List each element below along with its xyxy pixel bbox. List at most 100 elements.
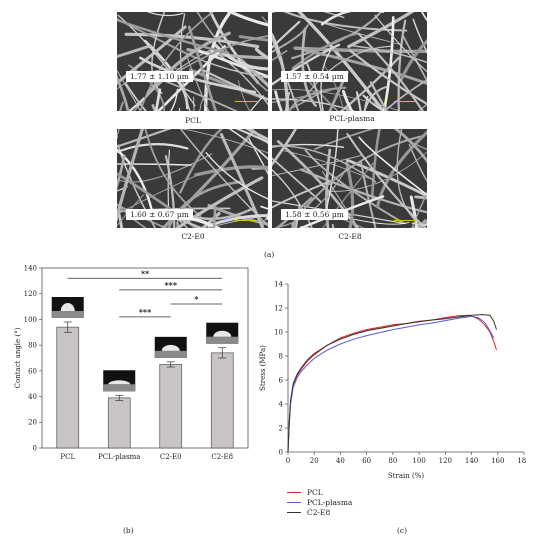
x-tick-label: PCL xyxy=(60,453,75,461)
fiber xyxy=(179,129,224,194)
x-tick-label: 40 xyxy=(336,457,345,465)
fiber xyxy=(144,129,202,217)
legend-label-pcl-plasma: PCL-plasma xyxy=(307,497,353,507)
fiber xyxy=(345,161,355,228)
fiber xyxy=(205,152,268,200)
fiber xyxy=(228,129,268,161)
fiber xyxy=(117,163,192,166)
fiber xyxy=(117,14,196,107)
fiber xyxy=(299,168,427,214)
panel-label-a: (a) xyxy=(264,250,275,259)
fiber xyxy=(322,171,360,228)
fiber xyxy=(128,64,166,111)
fiber xyxy=(180,129,268,154)
x-tick-label: C2-E8 xyxy=(211,453,233,461)
contact-angle-chart: 0 20 40 60 80 100 120 140 PCL PCL-plasma C2-E0 C2-E… xyxy=(14,264,249,461)
bar xyxy=(56,326,80,449)
droplet xyxy=(161,344,180,351)
fiber xyxy=(348,49,427,106)
fiber xyxy=(323,129,339,219)
fiber xyxy=(117,148,154,212)
fiber xyxy=(322,161,375,228)
legend-item-pcl-plasma: PCL-plasma xyxy=(287,497,352,507)
fiber xyxy=(320,12,385,26)
fiber xyxy=(357,32,424,111)
fiber xyxy=(124,82,147,111)
fiber xyxy=(274,90,283,111)
fiber xyxy=(383,78,427,111)
fiber xyxy=(323,12,345,19)
y-tick-label: 40 xyxy=(28,393,37,401)
x-tick-label: 140 xyxy=(465,457,478,465)
sem-caption-c2-e0: C2-E0 xyxy=(181,232,205,241)
fiber xyxy=(304,149,405,224)
sem-image-c2-e0: 1.60 ± 0.67 µm xyxy=(117,129,268,228)
significance-marker: *** xyxy=(139,307,152,317)
y-tick-label: 14 xyxy=(274,280,283,288)
fiber xyxy=(370,129,381,200)
scale-bar xyxy=(235,220,257,221)
droplet-substrate xyxy=(51,311,84,318)
plot-frame xyxy=(41,267,249,449)
fiber xyxy=(117,194,144,227)
droplet-substrate xyxy=(154,350,187,358)
sem-image-c2-e8: 1.58 ± 0.56 µm xyxy=(272,129,427,228)
x-tick-label: 100 xyxy=(412,457,425,465)
fiber xyxy=(117,154,126,191)
fiber xyxy=(117,44,152,58)
series-line-pcl xyxy=(287,314,497,453)
y-tick-label: 20 xyxy=(28,419,37,427)
fiber xyxy=(117,144,157,228)
legend-label-pcl: PCL xyxy=(307,487,323,497)
fiber xyxy=(117,74,130,111)
y-tick-label: 0 xyxy=(33,444,37,452)
fiber xyxy=(179,129,268,227)
fiber xyxy=(237,80,251,111)
significance-marker: ** xyxy=(141,268,150,278)
fiber xyxy=(219,133,265,228)
fiber xyxy=(272,20,301,49)
x-tick-label: C2-E0 xyxy=(160,453,182,461)
fiber xyxy=(272,154,364,177)
fiber xyxy=(297,12,386,111)
fiber xyxy=(187,25,218,111)
fiber xyxy=(399,38,427,82)
y-tick-label: 140 xyxy=(24,264,37,272)
fiber xyxy=(355,91,362,111)
x-tick-label: 60 xyxy=(362,457,371,465)
fiber xyxy=(146,12,184,17)
fiber xyxy=(199,83,212,111)
fiber xyxy=(254,47,268,60)
y-tick-label: 2 xyxy=(279,424,283,432)
fiber xyxy=(345,158,427,198)
stress-strain-chart: 02468101214020406080100120140160180Strai… xyxy=(259,280,526,480)
fiber xyxy=(185,52,210,111)
scale-bar xyxy=(394,220,416,221)
fiber xyxy=(117,18,228,55)
x-tick-label: 80 xyxy=(388,457,397,465)
fiber xyxy=(275,196,313,228)
fiber xyxy=(154,88,162,111)
y-tick-label: 6 xyxy=(279,376,284,384)
bar xyxy=(159,364,183,449)
scale-bar xyxy=(235,101,257,102)
panel-label-c: (c) xyxy=(397,526,408,535)
fiber xyxy=(272,12,276,14)
fiber xyxy=(397,19,407,111)
x-tick-label: 180 xyxy=(517,457,526,465)
fiber xyxy=(347,12,415,49)
fiber xyxy=(396,129,417,222)
sem-image-pcl: 1.77 ± 1.10 µm xyxy=(117,12,268,111)
fiber xyxy=(291,32,358,70)
fiber xyxy=(272,143,345,148)
fiber xyxy=(272,49,288,62)
fiber xyxy=(341,89,354,111)
droplet-substrate xyxy=(103,384,136,392)
series-line-pcl-plasma xyxy=(287,315,495,453)
fiber xyxy=(194,165,268,177)
fiber xyxy=(240,58,268,88)
fiber xyxy=(412,18,427,54)
fiber xyxy=(363,85,388,111)
fiber xyxy=(303,48,427,86)
fiber xyxy=(207,214,268,228)
